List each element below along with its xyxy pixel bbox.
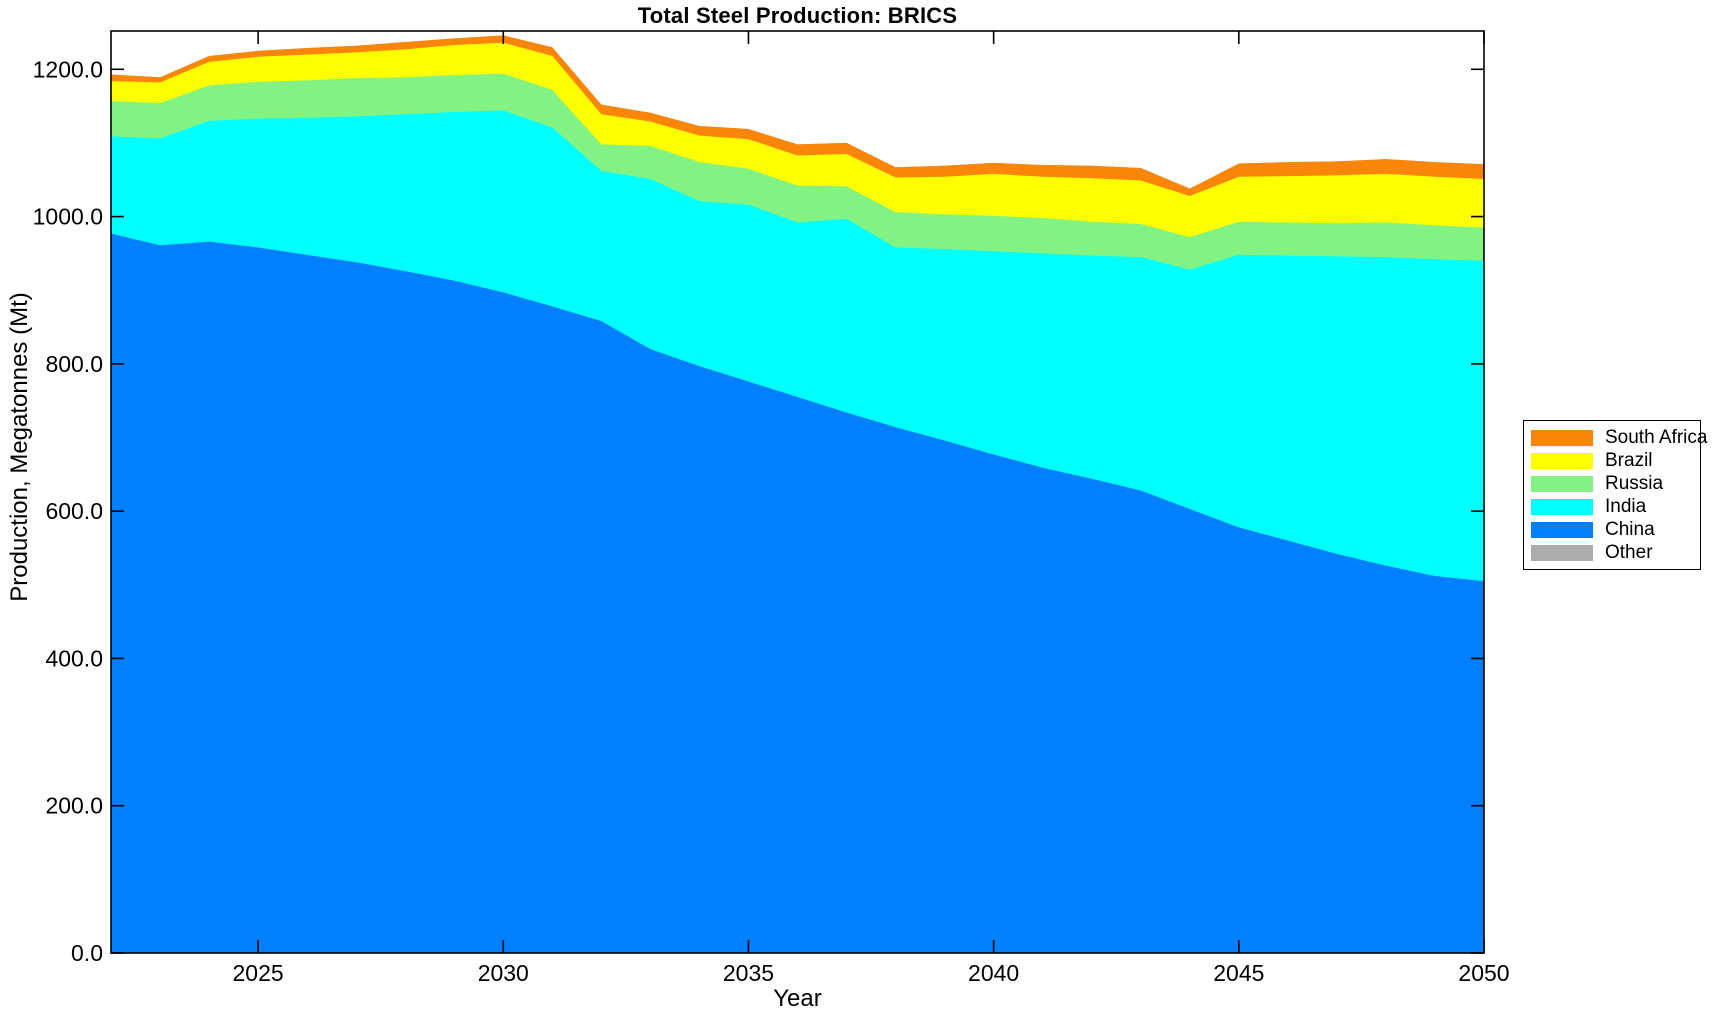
- x-tick-label: 2035: [723, 960, 774, 986]
- legend-swatch-india: [1531, 498, 1593, 515]
- legend-label-russia: Russia: [1605, 473, 1664, 494]
- legend-swatch-other: [1531, 544, 1593, 561]
- chart-title: Total Steel Production: BRICS: [637, 3, 958, 28]
- y-tick-label: 1200.0: [33, 56, 103, 82]
- axes-box: [110, 30, 1485, 954]
- y-tick-label: 1000.0: [33, 204, 103, 230]
- legend: South Africa Brazil Russia India China Other: [1523, 420, 1707, 570]
- y-tick-label: 200.0: [45, 793, 103, 819]
- y-tick-label: 0.0: [71, 940, 103, 966]
- legend-swatch-brazil: [1531, 452, 1593, 469]
- x-tick-label: 2030: [478, 960, 529, 986]
- legend-label-china: China: [1605, 519, 1655, 540]
- legend-item-russia: Russia: [1531, 472, 1696, 495]
- x-tick-label: 2045: [1213, 960, 1264, 986]
- legend-label-south-africa: South Africa: [1605, 427, 1708, 448]
- y-tick-label: 600.0: [45, 498, 103, 524]
- legend-label-other: Other: [1605, 542, 1653, 563]
- legend-label-india: India: [1605, 496, 1647, 517]
- legend-item-other: Other: [1531, 541, 1696, 564]
- legend-label-brazil: Brazil: [1605, 450, 1653, 471]
- legend-swatch-china: [1531, 521, 1593, 538]
- y-axis-label: Production, Megatonnes (Mt): [6, 292, 33, 602]
- legend-item-brazil: Brazil: [1531, 449, 1696, 472]
- x-axis-label: Year: [773, 985, 822, 1012]
- legend-swatch-south-africa: [1531, 429, 1593, 446]
- legend-swatch-russia: [1531, 475, 1593, 492]
- y-tick-label: 400.0: [45, 645, 103, 671]
- x-tick-label: 2050: [1458, 960, 1509, 986]
- x-tick-label: 2040: [968, 960, 1019, 986]
- legend-item-south-africa: South Africa: [1531, 426, 1707, 449]
- legend-item-india: India: [1531, 495, 1696, 518]
- area-china: [111, 233, 1484, 953]
- x-tick-label: 2025: [233, 960, 284, 986]
- legend-item-china: China: [1531, 518, 1696, 541]
- y-tick-label: 800.0: [45, 351, 103, 377]
